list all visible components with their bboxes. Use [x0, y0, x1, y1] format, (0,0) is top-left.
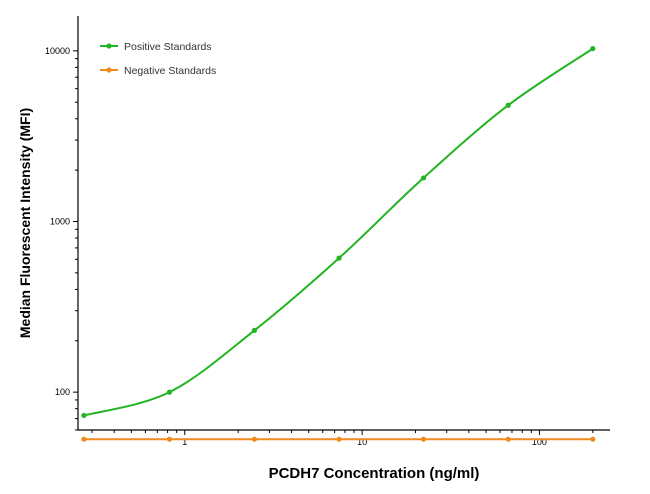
x-tick-label: 1: [182, 437, 187, 447]
data-point: [505, 436, 511, 442]
legend-label: Negative Standards: [124, 65, 216, 77]
x-ticks: 1 10 100: [91, 430, 594, 447]
y-tick-label: 1000: [50, 216, 70, 226]
data-point: [251, 436, 258, 442]
x-tick-label: 10: [357, 437, 367, 447]
legend-item: Negative Standards: [100, 65, 216, 77]
y-tick-label: 10000: [45, 46, 70, 56]
series-negative: [81, 436, 596, 442]
y-ticks: 100 1000 10000: [45, 46, 78, 431]
legend-item: Positive Standards: [100, 41, 212, 53]
data-point: [81, 436, 87, 442]
data-point: [336, 436, 342, 442]
data-point: [590, 46, 596, 52]
y-axis-title: Median Fluorescent Intensity (MFI): [17, 108, 33, 338]
series-layer: [81, 46, 596, 442]
x-tick-label: 100: [532, 437, 547, 447]
x-axis-title: PCDH7 Concentration (ng/ml): [269, 465, 480, 482]
legend-marker: [106, 43, 112, 49]
legend-label: Positive Standards: [124, 41, 212, 53]
legend: Positive Standards Negative Standards: [100, 41, 216, 77]
legend-marker: [106, 67, 112, 73]
data-point: [166, 389, 173, 395]
data-point: [420, 175, 427, 181]
data-point: [336, 255, 342, 261]
data-point: [505, 102, 511, 108]
data-point: [81, 412, 87, 419]
axes: [77, 16, 610, 431]
data-point: [590, 436, 596, 442]
data-point: [166, 436, 173, 442]
data-point: [251, 327, 258, 334]
data-point: [420, 436, 427, 442]
y-tick-label: 100: [55, 387, 70, 397]
series-line: [83, 47, 594, 417]
series-positive: [81, 46, 596, 419]
